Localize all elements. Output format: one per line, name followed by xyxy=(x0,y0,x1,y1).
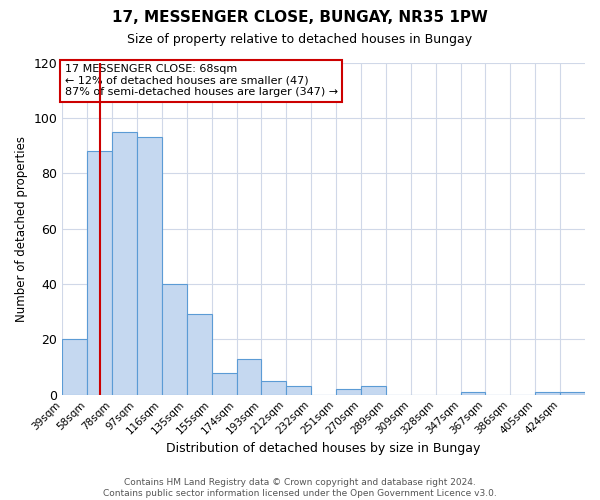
Bar xyxy=(262,381,286,394)
Bar xyxy=(137,138,162,394)
Bar xyxy=(236,358,262,394)
Bar xyxy=(212,372,236,394)
Text: 17, MESSENGER CLOSE, BUNGAY, NR35 1PW: 17, MESSENGER CLOSE, BUNGAY, NR35 1PW xyxy=(112,10,488,25)
Y-axis label: Number of detached properties: Number of detached properties xyxy=(15,136,28,322)
X-axis label: Distribution of detached houses by size in Bungay: Distribution of detached houses by size … xyxy=(166,442,481,455)
Bar xyxy=(62,340,87,394)
Bar xyxy=(162,284,187,395)
Bar xyxy=(87,151,112,394)
Text: Contains HM Land Registry data © Crown copyright and database right 2024.
Contai: Contains HM Land Registry data © Crown c… xyxy=(103,478,497,498)
Bar xyxy=(461,392,485,394)
Bar xyxy=(286,386,311,394)
Bar xyxy=(361,386,386,394)
Bar xyxy=(336,389,361,394)
Bar xyxy=(187,314,212,394)
Bar xyxy=(112,132,137,394)
Text: 17 MESSENGER CLOSE: 68sqm
← 12% of detached houses are smaller (47)
87% of semi-: 17 MESSENGER CLOSE: 68sqm ← 12% of detac… xyxy=(65,64,338,98)
Bar xyxy=(560,392,585,394)
Text: Size of property relative to detached houses in Bungay: Size of property relative to detached ho… xyxy=(127,32,473,46)
Bar xyxy=(535,392,560,394)
